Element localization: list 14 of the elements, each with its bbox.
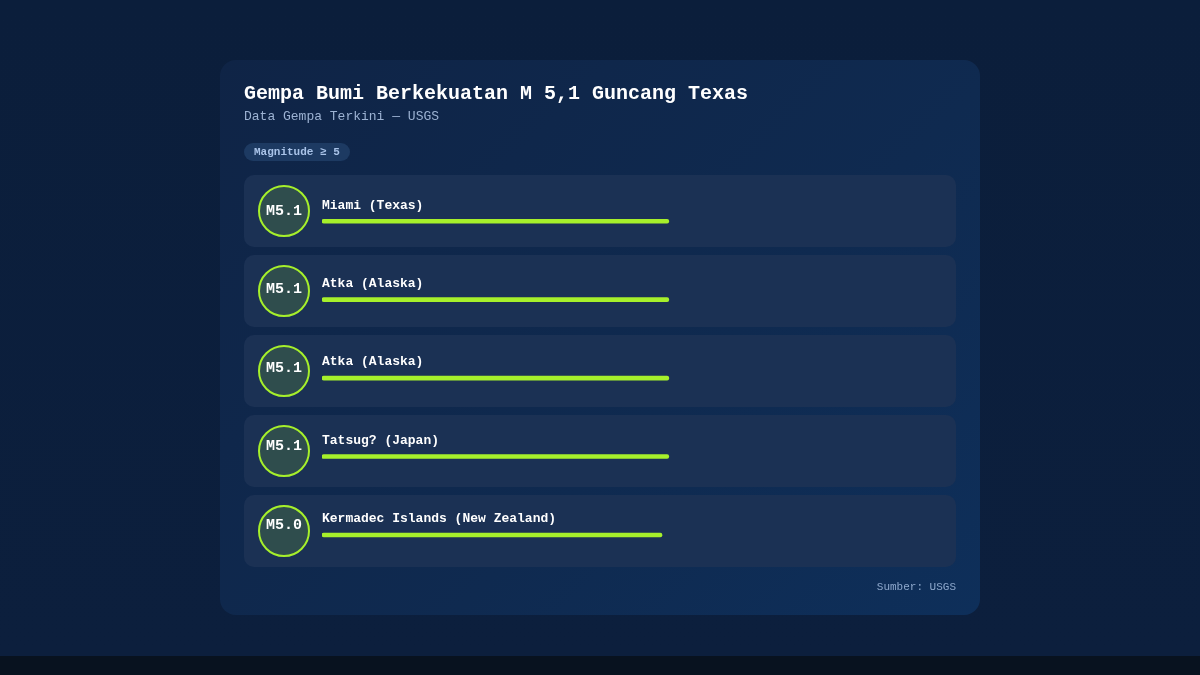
chart-subtitle: Data Gempa Terkini — USGS <box>244 108 440 126</box>
text: Magnitude ≥ 5 <box>244 143 350 161</box>
y-tick-label: Atka (Alaska) <box>322 354 424 370</box>
y-tick-label: Atka (Alaska) <box>322 275 424 291</box>
y-tick-label: Miami (Texas) <box>322 197 424 213</box>
data-label: M5.1 <box>265 203 303 220</box>
y-tick-label: Kermadec Islands (New Zealand) <box>322 511 557 527</box>
y-tick-label: Tatsug? (Japan) <box>322 432 440 448</box>
data-label: M5.1 <box>265 281 303 299</box>
data-label: M5.1 <box>265 438 303 456</box>
data-label: M5.1 <box>265 359 303 377</box>
text: Sumber: USGS <box>876 580 956 594</box>
data-label: M5.0 <box>265 516 303 534</box>
chart-title: Gempa Bumi Berkekuatan M 5,1 Guncang Texas <box>244 82 749 106</box>
